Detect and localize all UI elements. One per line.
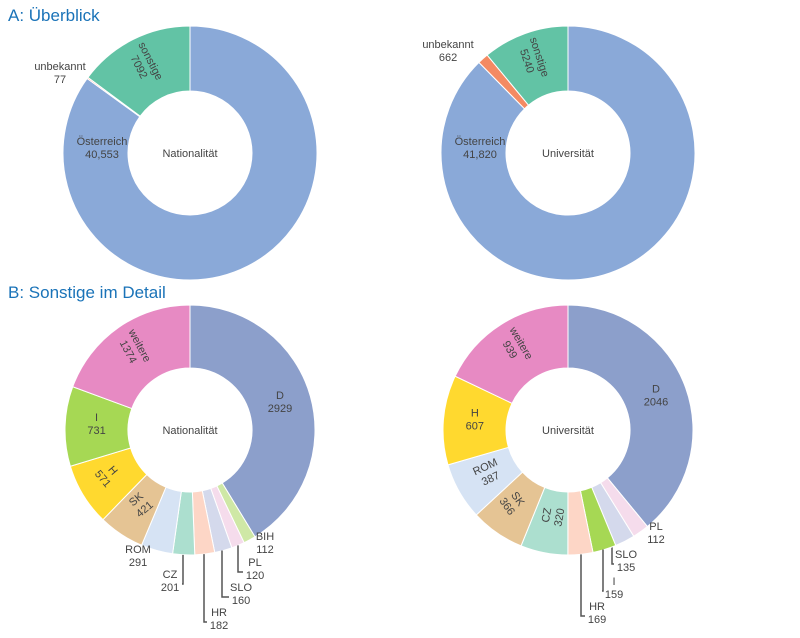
value-label: 41,820 (463, 149, 497, 161)
category-label: D (652, 383, 660, 395)
value-label: 160 (232, 595, 250, 607)
slice-österreich[interactable] (62, 25, 318, 281)
center-label: Universität (542, 148, 594, 160)
leader-line (611, 541, 614, 565)
leader-line (237, 545, 243, 573)
category-label: unbekannt (422, 39, 473, 51)
value-label: 159 (605, 589, 623, 601)
value-label: 77 (54, 74, 66, 86)
category-label: Österreich (455, 136, 506, 148)
slice-weitere[interactable] (72, 304, 191, 410)
category-label: ROM (125, 544, 151, 556)
value-label: 2046 (644, 396, 668, 408)
value-label: 731 (87, 425, 105, 437)
leader-line (580, 554, 585, 617)
slice-sonstige[interactable] (486, 25, 569, 106)
category-label: PL (248, 557, 261, 569)
leader-line (182, 554, 184, 585)
category-label: SLO (615, 549, 637, 561)
value-label: 182 (210, 620, 228, 632)
category-label: PL (649, 521, 662, 533)
category-label: Österreich (77, 136, 128, 148)
value-label: 607 (466, 420, 484, 432)
slice-sonstige[interactable] (87, 25, 191, 117)
value-label: 662 (439, 52, 457, 64)
category-label: HR (589, 601, 605, 613)
center-label: Universität (542, 425, 594, 437)
value-label: 2929 (268, 403, 292, 415)
value-label: 112 (256, 544, 274, 556)
donut-chart-3: D2046PL112SLO135I159HR169CZ320SK366ROM38… (442, 304, 694, 626)
category-label: SLO (230, 582, 252, 594)
category-label: HR (211, 607, 227, 619)
category-label: H (471, 407, 479, 419)
value-label: 201 (161, 582, 179, 594)
value-label: 40,553 (85, 149, 119, 161)
leader-line (602, 549, 604, 592)
category-label: CZ (163, 569, 178, 581)
category-label: CZ (540, 507, 554, 524)
center-label: Nationalität (162, 148, 217, 160)
value-label: 169 (588, 614, 606, 626)
category-label: unbekannt (34, 61, 85, 73)
slice-d[interactable] (567, 304, 694, 528)
leader-line (221, 550, 229, 598)
slice-d[interactable] (189, 304, 316, 538)
slice-weitere[interactable] (454, 304, 569, 404)
donut-chart-2: D2929BIH112PL120SLO160HR182CZ201ROM291SK… (64, 304, 316, 632)
category-label: I (612, 576, 615, 588)
value-label: 112 (647, 534, 665, 546)
slice-österreich[interactable] (440, 25, 696, 281)
value-label: 320 (552, 507, 567, 527)
category-label: I (95, 412, 98, 424)
section-b-title: B: Sonstige im Detail (8, 283, 166, 302)
center-label: Nationalität (162, 425, 217, 437)
value-label: 120 (246, 570, 264, 582)
value-label: 291 (129, 557, 147, 569)
value-label: 135 (617, 562, 635, 574)
section-a-title: A: Überblick (8, 6, 100, 25)
category-label: D (276, 390, 284, 402)
category-label: BIH (256, 531, 274, 543)
leader-line (203, 554, 207, 623)
